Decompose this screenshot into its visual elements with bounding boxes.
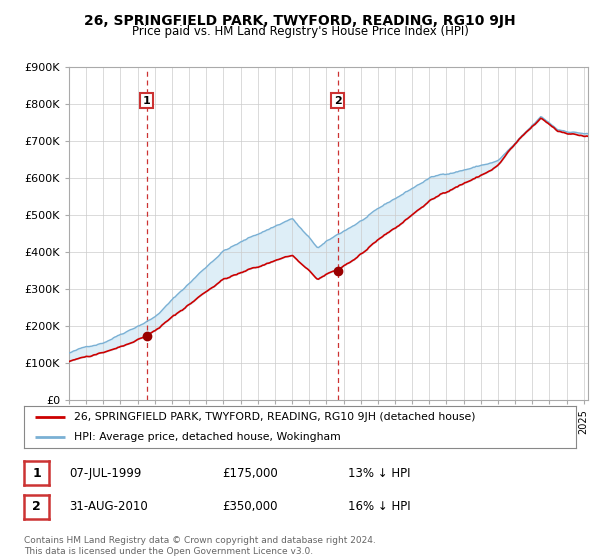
Text: Price paid vs. HM Land Registry's House Price Index (HPI): Price paid vs. HM Land Registry's House … — [131, 25, 469, 38]
Text: 26, SPRINGFIELD PARK, TWYFORD, READING, RG10 9JH (detached house): 26, SPRINGFIELD PARK, TWYFORD, READING, … — [74, 412, 475, 422]
Text: 2: 2 — [334, 96, 341, 105]
Text: 2: 2 — [32, 500, 41, 514]
Text: HPI: Average price, detached house, Wokingham: HPI: Average price, detached house, Woki… — [74, 432, 340, 442]
Text: 1: 1 — [143, 96, 151, 105]
Text: 07-JUL-1999: 07-JUL-1999 — [69, 466, 142, 480]
Text: 16% ↓ HPI: 16% ↓ HPI — [348, 500, 410, 514]
Text: 13% ↓ HPI: 13% ↓ HPI — [348, 466, 410, 480]
Text: 26, SPRINGFIELD PARK, TWYFORD, READING, RG10 9JH: 26, SPRINGFIELD PARK, TWYFORD, READING, … — [84, 14, 516, 28]
Text: 31-AUG-2010: 31-AUG-2010 — [69, 500, 148, 514]
Text: £175,000: £175,000 — [222, 466, 278, 480]
Text: Contains HM Land Registry data © Crown copyright and database right 2024.
This d: Contains HM Land Registry data © Crown c… — [24, 536, 376, 556]
Text: £350,000: £350,000 — [222, 500, 277, 514]
Text: 1: 1 — [32, 466, 41, 480]
